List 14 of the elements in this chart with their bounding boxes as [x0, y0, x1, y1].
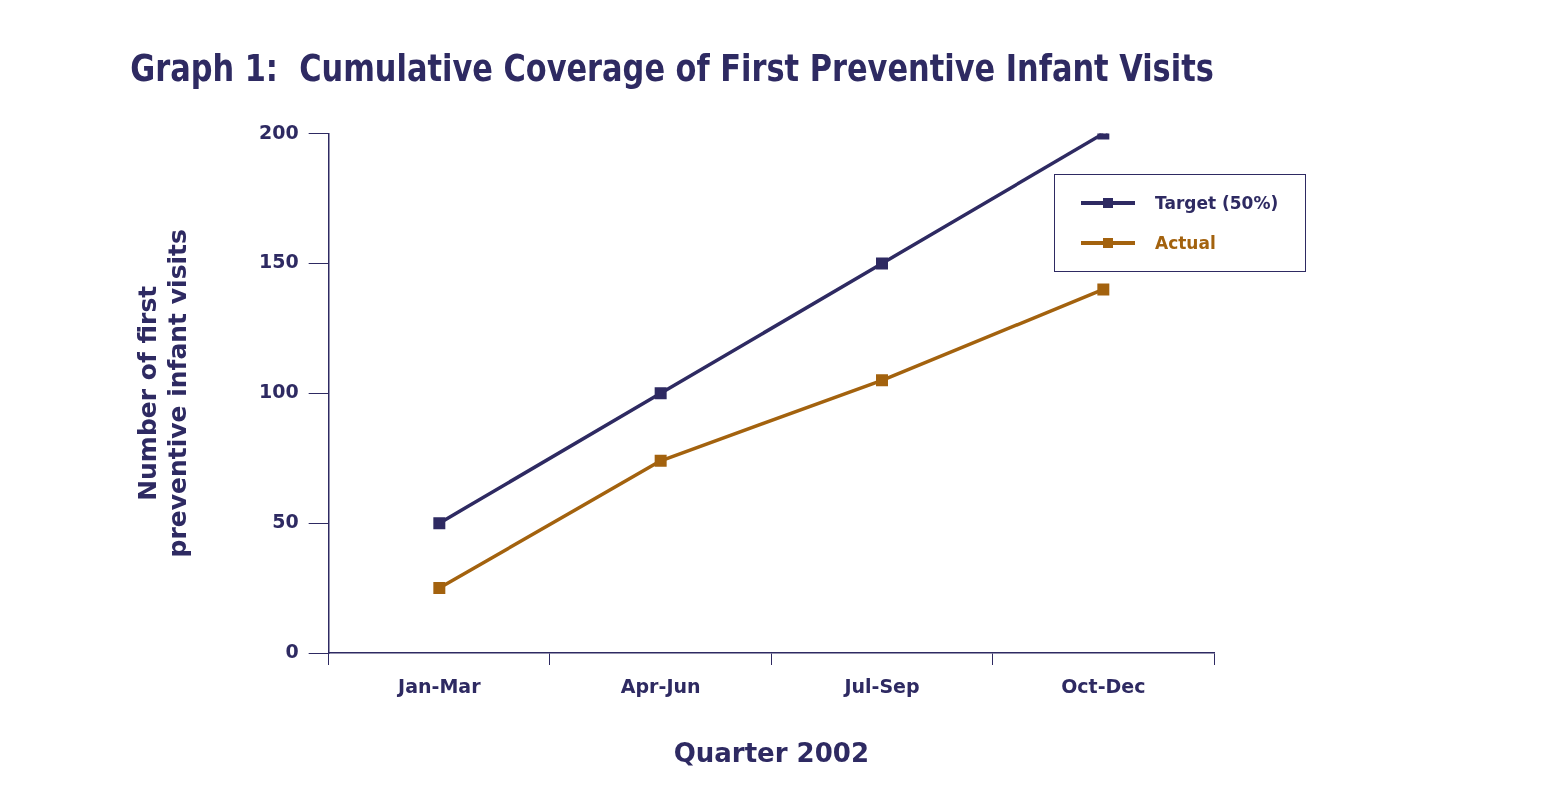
x-tick-label: Jan-Mar: [396, 675, 482, 698]
x-tick-label: Oct-Dec: [1061, 675, 1146, 698]
y-tick-label: 0: [285, 639, 299, 662]
y-tick-label: 200: [258, 120, 299, 143]
y-tick-label: 50: [272, 510, 299, 533]
legend-label: Target (50%): [1155, 192, 1279, 213]
x-axis-title: Quarter 2002: [673, 738, 869, 769]
y-tick-label: 150: [258, 250, 299, 273]
x-tick-label: Jul-Sep: [842, 675, 920, 698]
chart-title: Graph 1: Cumulative Coverage of First Preventive Infant Visits: [130, 45, 1214, 90]
legend-label: Actual: [1155, 232, 1216, 253]
y-axis-title: Number of first preventive infant visits: [132, 229, 192, 558]
y-tick-label: 100: [258, 380, 299, 403]
x-tick-label: Apr-Jun: [620, 675, 701, 698]
